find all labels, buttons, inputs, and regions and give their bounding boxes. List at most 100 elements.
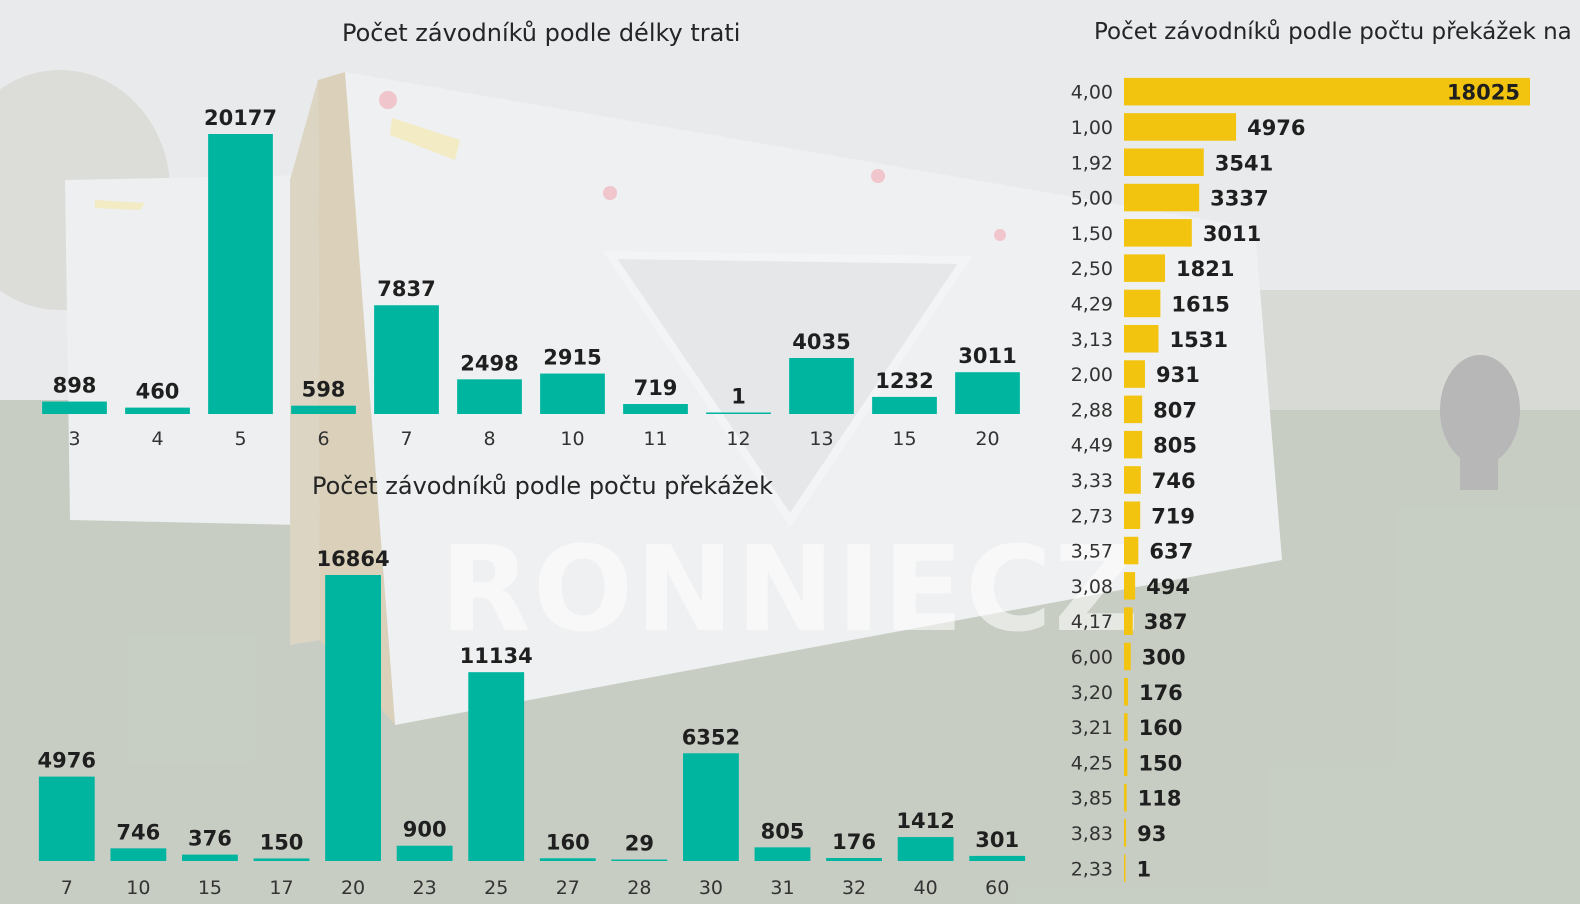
obstacles-data-label: 900	[403, 818, 447, 842]
perkm-bar-1,92	[1124, 148, 1204, 177]
length-tick-label: 7	[400, 428, 412, 450]
length-bar-8	[457, 379, 522, 414]
obstacles-data-label: 6352	[682, 725, 740, 749]
obstacles-data-label: 11134	[460, 644, 533, 668]
perkm-tick-label: 4,25	[1071, 752, 1113, 774]
perkm-tick-label: 6,00	[1071, 646, 1113, 668]
length-tick-label: 15	[892, 428, 916, 450]
length-data-label: 460	[136, 380, 180, 404]
length-data-label: 598	[302, 378, 346, 402]
perkm-bar-3,08	[1124, 572, 1136, 600]
length-bar-5	[208, 134, 273, 414]
perkm-tick-label: 3,20	[1071, 682, 1113, 704]
perkm-bar-5,00	[1124, 183, 1200, 212]
watermark-logo: RONNIECZ	[440, 520, 1142, 658]
perkm-data-label: 807	[1153, 398, 1197, 422]
perkm-data-label: 118	[1138, 787, 1182, 811]
length-data-label: 898	[53, 374, 97, 398]
perkm-data-label: 4976	[1247, 116, 1305, 140]
obstacles-data-label: 746	[116, 820, 160, 844]
perkm-data-label: 176	[1139, 681, 1183, 705]
length-bar-11	[623, 404, 688, 414]
perkm-tick-label: 2,00	[1071, 364, 1113, 386]
perkm-tick-label: 5,00	[1071, 188, 1113, 210]
perkm-tick-label: 3,83	[1071, 823, 1113, 845]
length-bar-13	[789, 358, 854, 414]
perkm-bar-2,50	[1124, 254, 1166, 282]
obstacles-bar-23	[396, 845, 453, 861]
perkm-bar-4,29	[1124, 289, 1161, 318]
length-data-label: 2498	[460, 351, 518, 375]
length-tick-label: 8	[483, 428, 495, 450]
length-tick-label: 6	[317, 428, 329, 450]
perkm-tick-label: 3,13	[1071, 329, 1113, 351]
perkm-tick-label: 2,88	[1071, 399, 1113, 421]
obstacles-bar-40	[897, 837, 954, 861]
perkm-tick-label: 4,17	[1071, 611, 1113, 633]
perkm-bar-1,50	[1124, 219, 1192, 247]
perkm-bar-4,00	[1124, 77, 1530, 106]
length-bar-3	[42, 401, 107, 414]
obstacles-bar-32	[826, 858, 882, 861]
perkm-tick-label: 4,00	[1071, 82, 1113, 104]
length-data-label: 2915	[543, 346, 601, 370]
length-bar-6	[291, 405, 356, 414]
obstacles-bar-17	[253, 858, 310, 861]
perkm-bar-2,88	[1124, 395, 1143, 424]
obstacles-tick-label: 23	[413, 877, 437, 899]
obstacles-tick-label: 15	[198, 877, 222, 899]
length-data-label: 3011	[958, 344, 1016, 368]
perkm-data-label: 160	[1139, 716, 1183, 740]
obstacles-data-label: 376	[188, 827, 232, 851]
perkm-tick-label: 3,57	[1071, 541, 1113, 563]
perkm-tick-label: 4,29	[1071, 293, 1113, 315]
obstacles-data-label: 1412	[896, 809, 954, 833]
obstacles-tick-label: 60	[985, 877, 1009, 899]
obstacles-bar-60	[969, 855, 1026, 861]
obstacles-data-label: 150	[260, 830, 304, 854]
perkm-bar-3,83	[1124, 819, 1127, 847]
obstacles-data-label: 301	[975, 828, 1019, 852]
perkm-data-label: 637	[1149, 540, 1193, 564]
obstacles-data-label: 805	[761, 819, 805, 843]
obstacles-bar-10	[110, 848, 167, 861]
length-data-label: 719	[634, 376, 678, 400]
perkm-bar-6,00	[1124, 642, 1131, 671]
perkm-bar-3,57	[1124, 536, 1139, 565]
perkm-bar-2,00	[1124, 360, 1145, 388]
perkm-tick-label: 2,50	[1071, 258, 1113, 280]
length-bar-7	[374, 305, 439, 414]
perkm-data-label: 3541	[1215, 151, 1273, 175]
obstacles-tick-label: 20	[341, 877, 365, 899]
length-tick-label: 10	[560, 428, 584, 450]
obstacles-bar-28	[611, 859, 668, 861]
length-data-label: 20177	[204, 106, 277, 130]
chart-title-track-length: Počet závodníků podle délky trati	[342, 19, 741, 47]
perkm-bar-4,17	[1124, 607, 1133, 635]
obstacles-data-label: 16864	[317, 547, 390, 571]
obstacles-tick-label: 17	[269, 877, 293, 899]
perkm-bar-3,85	[1124, 783, 1127, 812]
perkm-tick-label: 3,33	[1071, 470, 1113, 492]
perkm-data-label: 805	[1153, 434, 1197, 458]
perkm-data-label: 494	[1146, 575, 1190, 599]
perkm-data-label: 1	[1137, 857, 1152, 881]
perkm-bar-3,21	[1124, 713, 1128, 741]
obstacles-tick-label: 27	[556, 877, 580, 899]
length-bar-15	[872, 396, 937, 414]
length-bar-10	[540, 373, 605, 414]
perkm-bar-4,25	[1124, 748, 1128, 777]
perkm-data-label: 746	[1152, 469, 1196, 493]
obstacles-tick-label: 31	[770, 877, 794, 899]
obstacles-tick-label: 30	[699, 877, 723, 899]
chart-title-obstacles-per-km: Počet závodníků podle počtu překážek na …	[1094, 19, 1580, 45]
perkm-data-label: 93	[1137, 822, 1166, 846]
obstacles-bar-27	[539, 858, 596, 861]
chart-title-obstacles: Počet závodníků podle počtu překážek	[312, 472, 773, 500]
length-bar-12	[706, 412, 771, 414]
obstacles-bar-30	[683, 753, 739, 861]
obstacles-data-label: 4976	[38, 749, 96, 773]
perkm-data-label: 150	[1138, 751, 1182, 775]
